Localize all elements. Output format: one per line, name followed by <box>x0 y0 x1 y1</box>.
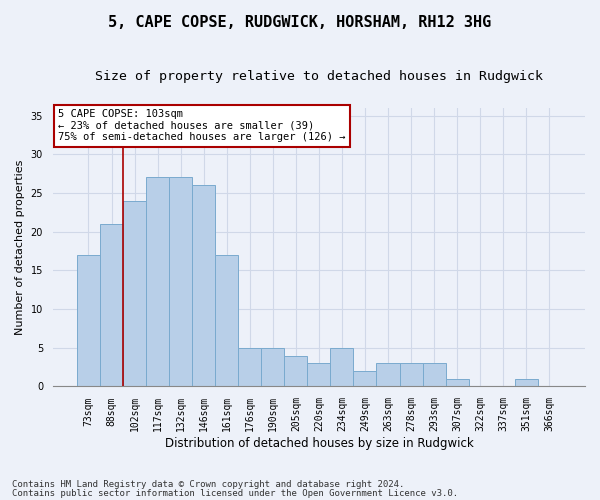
Bar <box>515 378 538 386</box>
Text: Contains HM Land Registry data © Crown copyright and database right 2024.: Contains HM Land Registry data © Crown c… <box>12 480 404 489</box>
Bar <box>215 255 238 386</box>
Bar <box>169 178 192 386</box>
Bar <box>100 224 123 386</box>
Title: Size of property relative to detached houses in Rudgwick: Size of property relative to detached ho… <box>95 70 543 83</box>
Bar <box>446 378 469 386</box>
Text: 5, CAPE COPSE, RUDGWICK, HORSHAM, RH12 3HG: 5, CAPE COPSE, RUDGWICK, HORSHAM, RH12 3… <box>109 15 491 30</box>
Bar <box>238 348 261 387</box>
Bar <box>307 363 331 386</box>
Y-axis label: Number of detached properties: Number of detached properties <box>15 160 25 335</box>
Bar <box>353 371 376 386</box>
Text: Contains public sector information licensed under the Open Government Licence v3: Contains public sector information licen… <box>12 488 458 498</box>
Bar <box>400 363 422 386</box>
Bar <box>422 363 446 386</box>
Bar <box>77 255 100 386</box>
Bar <box>261 348 284 387</box>
X-axis label: Distribution of detached houses by size in Rudgwick: Distribution of detached houses by size … <box>164 437 473 450</box>
Bar <box>331 348 353 387</box>
Bar <box>284 356 307 386</box>
Bar <box>192 185 215 386</box>
Bar <box>146 178 169 386</box>
Text: 5 CAPE COPSE: 103sqm
← 23% of detached houses are smaller (39)
75% of semi-detac: 5 CAPE COPSE: 103sqm ← 23% of detached h… <box>58 109 346 142</box>
Bar <box>376 363 400 386</box>
Bar <box>123 200 146 386</box>
